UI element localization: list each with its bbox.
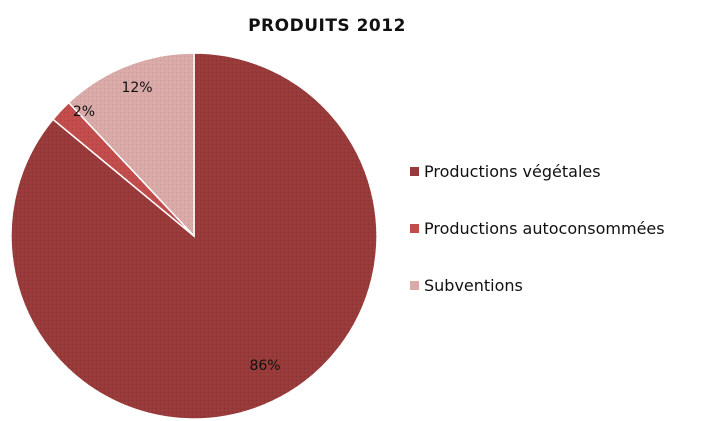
legend-swatch-productions-vegetales: [410, 167, 419, 176]
slice-value-label-productions-vegetales: 86%: [249, 358, 280, 374]
chart-title: PRODUITS 2012: [248, 16, 406, 36]
legend-swatch-productions-autoconsommees: [410, 224, 419, 233]
slice-value-label-productions-autoconsommees: 2%: [73, 104, 95, 120]
pie-slice-texture: [68, 53, 194, 236]
slice-value-label-subventions: 12%: [121, 80, 152, 96]
legend-swatch-subventions: [410, 281, 419, 290]
legend-label-productions-autoconsommees: Productions autoconsommées: [424, 219, 665, 238]
pie-value-labels: 86% 2% 12%: [73, 80, 281, 374]
legend-label-productions-vegetales: Productions végétales: [424, 162, 601, 181]
legend: Productions végétales Productions autocon…: [410, 162, 665, 295]
pie-slice-texture: [52, 102, 194, 236]
pie-slices: [10, 52, 378, 420]
legend-label-subventions: Subventions: [424, 276, 523, 295]
